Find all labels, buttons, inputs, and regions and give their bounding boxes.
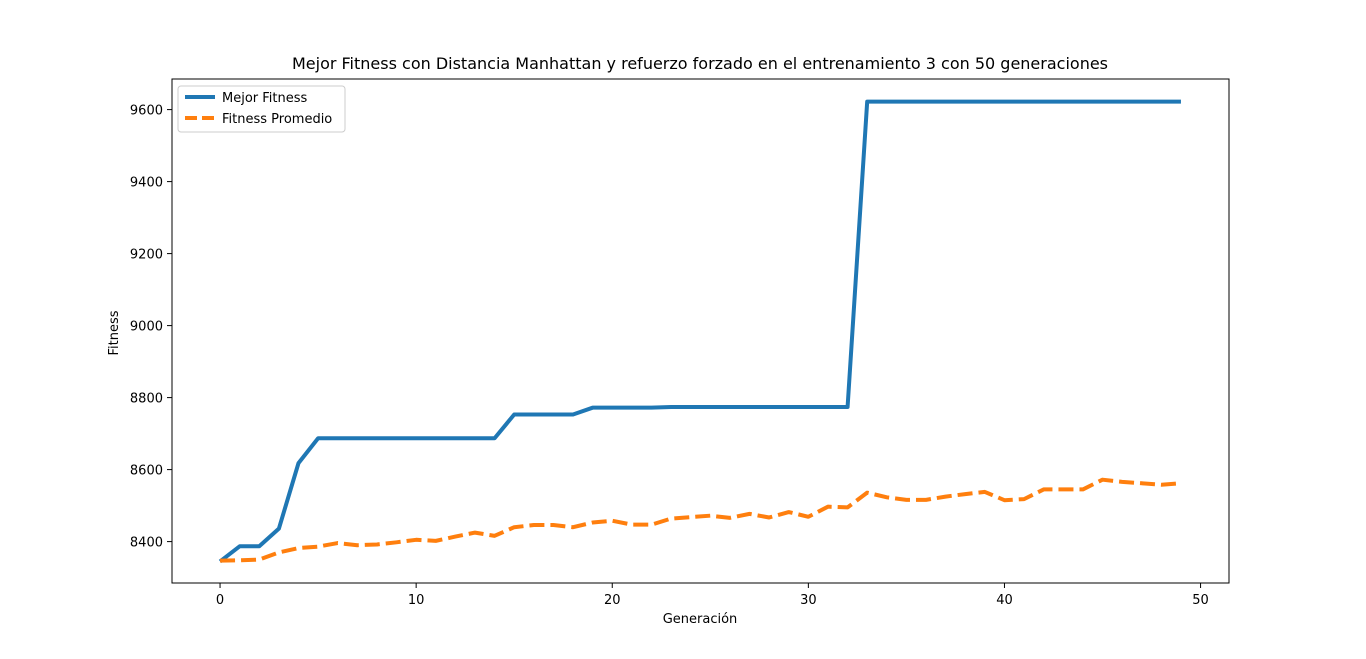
chart-title: Mejor Fitness con Distancia Manhattan y … [292, 54, 1108, 73]
series-line-fitness-promedio [220, 477, 1182, 563]
y-axis: 8400 8600 8800 9000 9200 9400 9600 [130, 104, 172, 551]
series-line-mejor-fitness [218, 99, 1181, 563]
y-tick-label: 9400 [130, 176, 163, 191]
legend-label: Mejor Fitness [222, 91, 308, 106]
x-tick-label: 10 [408, 593, 425, 608]
y-tick-label: 9000 [130, 320, 163, 335]
x-tick-label: 50 [1192, 593, 1209, 608]
x-tick-label: 30 [800, 593, 817, 608]
y-tick-label: 9600 [130, 104, 163, 119]
y-tick-label: 8400 [130, 536, 163, 551]
legend-box [177, 85, 346, 133]
y-tick-label: 8800 [130, 392, 163, 407]
legend: Mejor Fitness Fitness Promedio [177, 85, 346, 133]
x-tick-label: 40 [996, 593, 1013, 608]
x-axis-label: Generación [663, 612, 738, 627]
x-tick-label: 20 [604, 593, 621, 608]
y-axis-label: Fitness [107, 310, 122, 355]
legend-label: Fitness Promedio [222, 112, 332, 127]
plot-frame [171, 78, 1230, 584]
x-axis: 0 10 20 30 40 50 [216, 583, 1209, 608]
y-tick-label: 8600 [130, 464, 163, 479]
y-tick-label: 9200 [130, 248, 163, 263]
plot-area [218, 99, 1182, 563]
x-tick-label: 0 [216, 593, 224, 608]
